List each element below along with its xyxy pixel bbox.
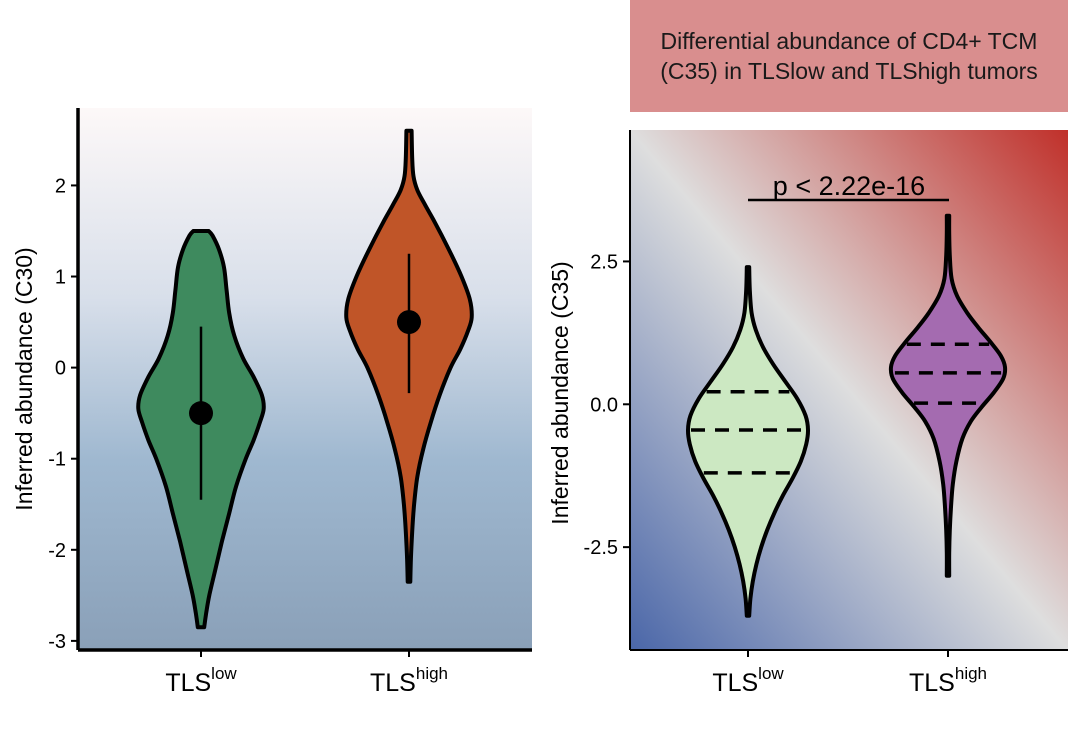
right-chart-title: Differential abundance of CD4+ TCM (C35)… xyxy=(660,28,1038,84)
right-violin-TLShigh xyxy=(888,213,1008,578)
right-x-tick-label: TLShigh xyxy=(909,664,987,697)
left-median-point-TLSlow xyxy=(189,401,213,426)
p-value-annotation: p < 2.22e-16 xyxy=(773,171,925,201)
right-y-tick-label: 2.5 xyxy=(590,251,618,273)
left-x-tick-label: TLShigh xyxy=(370,664,448,697)
left-y-tick-label: 1 xyxy=(55,267,66,289)
right-chart-title-box: Differential abundance of CD4+ TCM (C35)… xyxy=(630,0,1068,112)
left-y-tick-label: -2 xyxy=(48,540,66,562)
right-x-ticks: TLSlow TLShigh xyxy=(712,650,987,697)
right-violins xyxy=(685,213,1008,618)
left-y-axis-label: Inferred abundance (C30) xyxy=(11,247,37,510)
left-y-tick-label: 2 xyxy=(55,175,66,197)
left-violin-panel: -3 -2 -1 0 1 2 TLSlow TLShigh Inferred abundan… xyxy=(11,108,532,697)
right-y-tick-label: 0.0 xyxy=(590,394,618,416)
right-x-tick-label: TLSlow xyxy=(712,664,784,697)
right-plot-background xyxy=(630,130,1068,650)
left-y-tick-label: -1 xyxy=(48,449,66,471)
right-violin-panel: -2.5 0.0 2.5 TLSlow TLShigh Inferred abunda… xyxy=(547,130,1068,697)
left-y-tick-label: 0 xyxy=(55,358,66,380)
right-y-ticks: -2.5 0.0 2.5 xyxy=(584,251,630,559)
left-y-tick-label: -3 xyxy=(48,631,66,653)
left-x-ticks: TLSlow TLShigh xyxy=(165,650,448,697)
right-violin-TLSlow xyxy=(685,265,811,618)
left-violins xyxy=(136,128,474,630)
left-median-point-TLShigh xyxy=(397,310,421,335)
left-y-ticks: -3 -2 -1 0 1 2 xyxy=(48,175,78,653)
right-y-axis-label: Inferred abundance (C35) xyxy=(547,261,573,524)
left-x-tick-label: TLSlow xyxy=(165,664,237,697)
right-y-tick-label: -2.5 xyxy=(584,537,618,559)
